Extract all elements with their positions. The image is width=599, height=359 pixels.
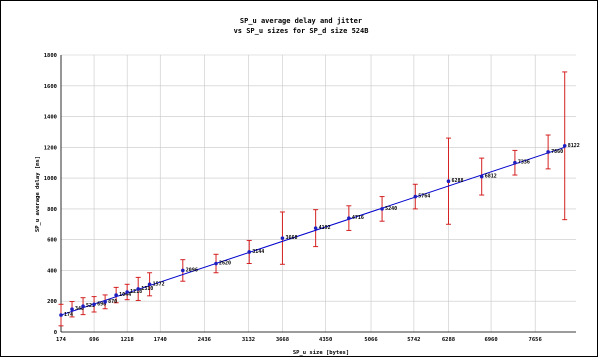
- data-label: 2620: [219, 261, 231, 267]
- data-point: [81, 304, 85, 308]
- x-tick-label: 1740: [154, 337, 167, 343]
- x-tick-label: 3132: [242, 337, 255, 343]
- data-label: 7860: [551, 149, 563, 155]
- y-tick-label: 0: [54, 330, 57, 336]
- data-label: 174: [64, 312, 73, 318]
- data-label: 348: [75, 306, 84, 312]
- y-tick-label: 800: [47, 207, 57, 213]
- data-label: 1044: [119, 292, 131, 298]
- y-tick-label: 1200: [44, 145, 57, 151]
- data-point: [446, 179, 451, 183]
- y-tick-label: 1000: [44, 176, 57, 182]
- chart-title-line-1: SP_u average delay and jitter: [240, 17, 362, 25]
- data-point: [313, 226, 318, 230]
- data-point: [513, 160, 517, 165]
- y-tick-label: 400: [47, 268, 57, 274]
- x-axis-label: SP_u size [bytes]: [293, 350, 349, 356]
- data-label: 870: [108, 299, 117, 305]
- data-point: [147, 282, 152, 287]
- data-label: 3144: [252, 249, 264, 255]
- data-point: [125, 290, 129, 294]
- data-point: [70, 307, 74, 312]
- y-tick-label: 200: [47, 299, 57, 305]
- x-tick-label: 5742: [407, 337, 420, 343]
- data-point: [280, 236, 285, 240]
- data-label: 2096: [186, 267, 198, 273]
- data-point: [214, 261, 218, 266]
- x-tick-label: 4350: [319, 337, 332, 343]
- data-point: [546, 150, 550, 154]
- data-label: 6288: [451, 178, 463, 184]
- data-label: 5764: [418, 194, 430, 200]
- data-label: 8122: [568, 143, 580, 149]
- data-label: 3668: [285, 235, 297, 241]
- data-point: [114, 293, 118, 297]
- y-tick-label: 600: [47, 238, 57, 244]
- y-tick-label: 1600: [44, 84, 57, 90]
- data-point: [136, 287, 140, 291]
- x-tick-label: 696: [89, 337, 100, 343]
- x-tick-label: 1218: [121, 337, 134, 343]
- data-point: [347, 216, 351, 220]
- data-point: [479, 174, 484, 179]
- data-label: 522: [86, 303, 95, 309]
- data-label: 7336: [518, 160, 530, 166]
- data-point: [92, 302, 96, 307]
- data-point: [562, 143, 567, 148]
- data-point: [247, 250, 252, 254]
- data-label: 1218: [130, 289, 142, 295]
- data-point: [181, 268, 185, 273]
- y-tick-label: 1800: [44, 53, 57, 59]
- data-label: 1572: [153, 281, 165, 287]
- data-point: [380, 207, 384, 211]
- data-label: 696: [97, 301, 106, 307]
- data-point: [59, 313, 63, 317]
- data-label: 6812: [485, 174, 497, 180]
- data-label: 4192: [319, 225, 331, 231]
- x-tick-label: 5066: [364, 337, 378, 343]
- data-point: [413, 194, 418, 199]
- chart-title-line-2: vs SP_u sizes for SP_d size 524B: [234, 27, 369, 35]
- x-tick-label: 7656: [529, 337, 543, 343]
- x-tick-label: 174: [56, 337, 67, 343]
- y-axis-label: SP_u average delay [ms]: [35, 156, 41, 232]
- data-point: [103, 300, 107, 304]
- y-tick-label: 1400: [44, 115, 57, 121]
- x-tick-label: 2436: [198, 337, 212, 343]
- x-tick-label: 6288: [442, 337, 455, 343]
- x-tick-label: 3668: [276, 337, 289, 343]
- data-label: 1310: [141, 286, 153, 292]
- data-label: 5240: [385, 206, 397, 212]
- x-tick-label: 6960: [484, 337, 497, 343]
- data-label: 4716: [352, 215, 364, 221]
